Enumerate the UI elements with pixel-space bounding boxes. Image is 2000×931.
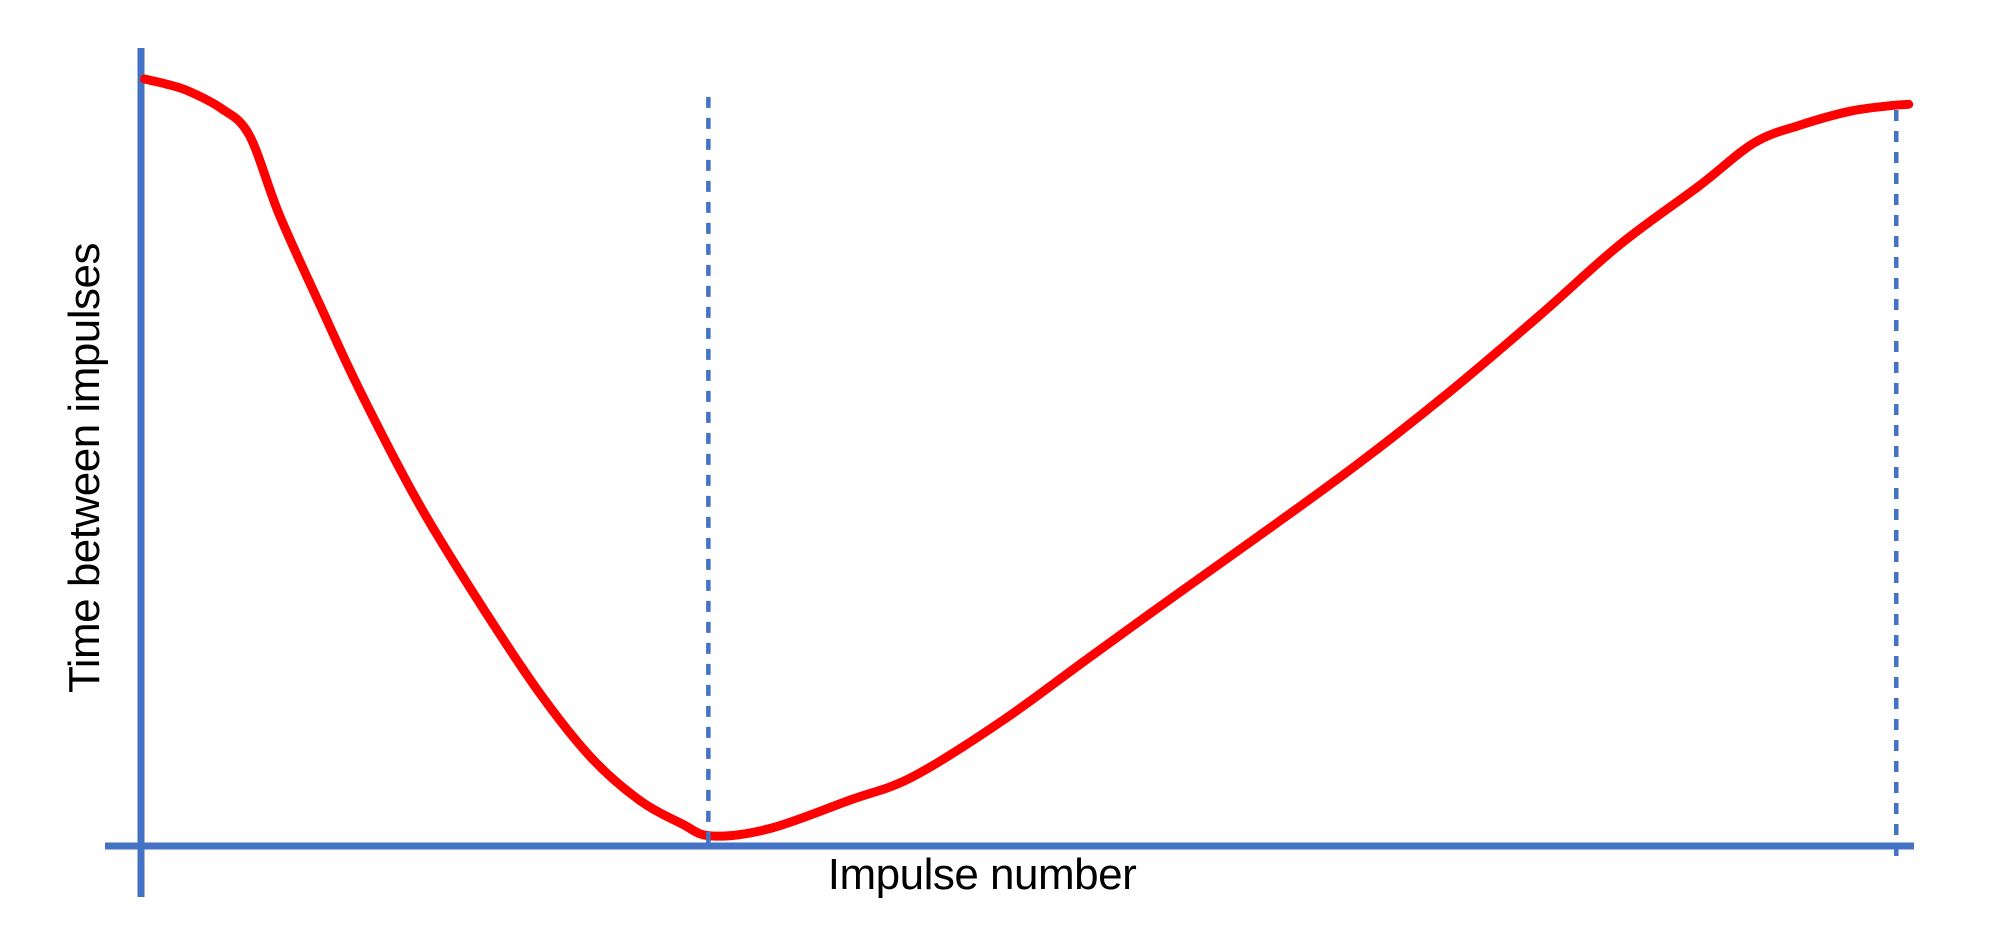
y-axis-title: Time between impulses: [59, 242, 109, 694]
x-axis-title: Impulse number: [827, 850, 1137, 899]
time-between-impulses-curve: [140, 74, 1914, 841]
